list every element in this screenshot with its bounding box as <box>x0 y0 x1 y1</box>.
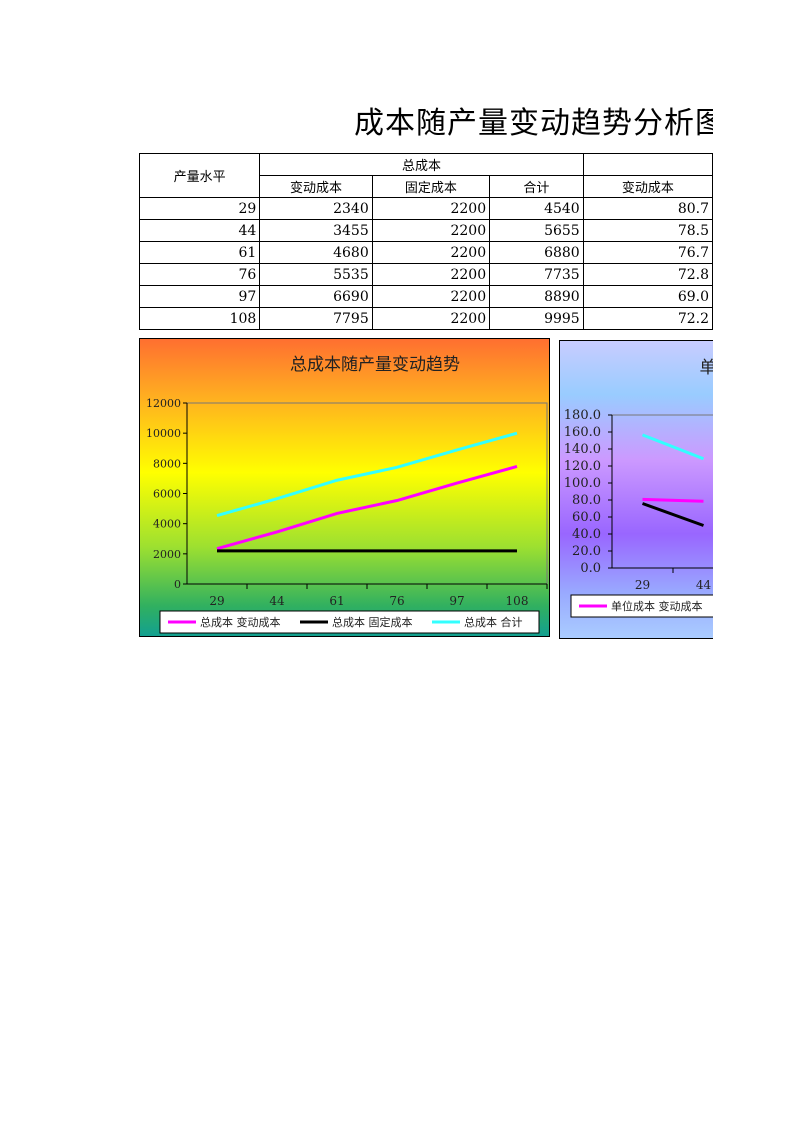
table-cell: 6880 <box>489 241 584 264</box>
page-title: 成本随产量变动趋势分析图 <box>354 106 713 141</box>
y-tick-label: 40.0 <box>572 527 601 542</box>
y-tick-label: 80.0 <box>572 493 601 508</box>
y-tick-label: 0.0 <box>580 561 601 576</box>
chart-title: 总成本随产量变动趋势 <box>290 355 460 375</box>
table-cell: 72.8 <box>582 263 713 286</box>
legend-label: 总成本 变动成本 <box>200 615 281 629</box>
table-cell: 3455 <box>259 219 373 242</box>
legend <box>570 594 713 618</box>
table-row: 97 6690 2200 8890 69.0 <box>138 285 713 308</box>
header-unit-variable: 变动成本 <box>582 175 713 198</box>
table-row: 108 7795 2200 9995 72.2 <box>138 307 713 330</box>
table-cell: 78.5 <box>582 219 713 242</box>
y-tick-label: 6000 <box>153 488 181 501</box>
table-cell: 2200 <box>371 307 491 330</box>
table-cell: 61 <box>138 241 261 264</box>
table-cell: 5655 <box>489 219 584 242</box>
legend-label: 总成本 合计 <box>464 615 523 629</box>
table-cell: 7795 <box>259 307 373 330</box>
header-variable: 变动成本 <box>259 175 373 198</box>
y-tick-label: 60.0 <box>572 510 601 525</box>
y-tick-label: 8000 <box>153 457 181 470</box>
header-total-cost: 总成本 <box>259 153 584 176</box>
total-cost-chart: 总成本随产量变动趋势 0 2000 4000 6000 8000 10000 12000 29 4… <box>139 338 550 637</box>
table-cell: 80.7 <box>582 197 713 220</box>
table-row: 29 2340 2200 4540 80.7 <box>138 197 713 220</box>
table-cell: 97 <box>138 285 261 308</box>
x-tick-label: 29 <box>635 578 650 592</box>
y-tick-label: 4000 <box>153 518 181 531</box>
table-cell: 5535 <box>259 263 373 286</box>
y-tick-label: 140.0 <box>564 442 601 457</box>
y-tick-label: 20.0 <box>572 544 601 559</box>
table-cell: 2200 <box>371 197 491 220</box>
table-row: 44 3455 2200 5655 78.5 <box>138 219 713 242</box>
y-tick-label: 160.0 <box>564 425 601 440</box>
header-fixed: 固定成本 <box>371 175 491 198</box>
header-sum: 合计 <box>489 175 584 198</box>
plot-area <box>611 414 713 569</box>
table-cell: 76 <box>138 263 261 286</box>
legend-label: 总成本 固定成本 <box>332 615 413 629</box>
y-tick-label: 120.0 <box>564 459 601 474</box>
table-cell: 6690 <box>259 285 373 308</box>
y-tick-label: 180.0 <box>564 408 601 423</box>
table-cell: 108 <box>138 307 261 330</box>
series-line-2 <box>216 431 518 517</box>
unit-cost-chart: 单 0.0 20.0 40.0 60.0 80.0 100.0 120.0 140.0 160.0… <box>559 340 713 639</box>
series-line-2 <box>641 433 705 461</box>
x-tick-label: 76 <box>389 594 404 608</box>
y-tick-label: 0 <box>174 578 181 591</box>
legend <box>159 610 540 634</box>
series-line-1 <box>641 502 705 527</box>
x-tick-label: 29 <box>209 594 224 608</box>
header-output: 产量水平 <box>138 153 261 198</box>
table-cell: 4680 <box>259 241 373 264</box>
x-tick-label: 44 <box>269 594 285 608</box>
x-tick-label: 61 <box>329 594 344 608</box>
series-line-0 <box>216 464 518 551</box>
table-cell: 7735 <box>489 263 584 286</box>
cost-table: 产量水平 总成本 变动成本 固定成本 合计 变动成本 29 2340 2200 454… <box>138 153 713 330</box>
x-tick-label: 44 <box>696 578 712 592</box>
table-cell: 9995 <box>489 307 584 330</box>
x-tick-label: 97 <box>449 594 464 608</box>
table-cell: 8890 <box>489 285 584 308</box>
table-row: 61 4680 2200 6880 76.7 <box>138 241 713 264</box>
chart-title: 单 <box>700 358 714 378</box>
table-cell: 69.0 <box>582 285 713 308</box>
table-cell: 72.2 <box>582 307 713 330</box>
y-tick-label: 100.0 <box>564 476 601 491</box>
table-cell: 4540 <box>489 197 584 220</box>
table-cell: 29 <box>138 197 261 220</box>
y-tick-label: 10000 <box>146 427 181 440</box>
header-unit-cost <box>582 153 713 176</box>
x-tick-label: 108 <box>506 594 529 608</box>
table-cell: 2200 <box>371 263 491 286</box>
table-cell: 2200 <box>371 219 491 242</box>
y-tick-label: 2000 <box>153 548 181 561</box>
table-cell: 44 <box>138 219 261 242</box>
legend-label: 单位成本 变动成本 <box>611 599 703 613</box>
y-tick-label: 12000 <box>146 397 181 410</box>
series-line-0 <box>642 497 704 503</box>
plot-area <box>186 402 548 585</box>
table-cell: 2200 <box>371 285 491 308</box>
table-cell: 76.7 <box>582 241 713 264</box>
table-row: 76 5535 2200 7735 72.8 <box>138 263 713 286</box>
table-cell: 2340 <box>259 197 373 220</box>
table-cell: 2200 <box>371 241 491 264</box>
